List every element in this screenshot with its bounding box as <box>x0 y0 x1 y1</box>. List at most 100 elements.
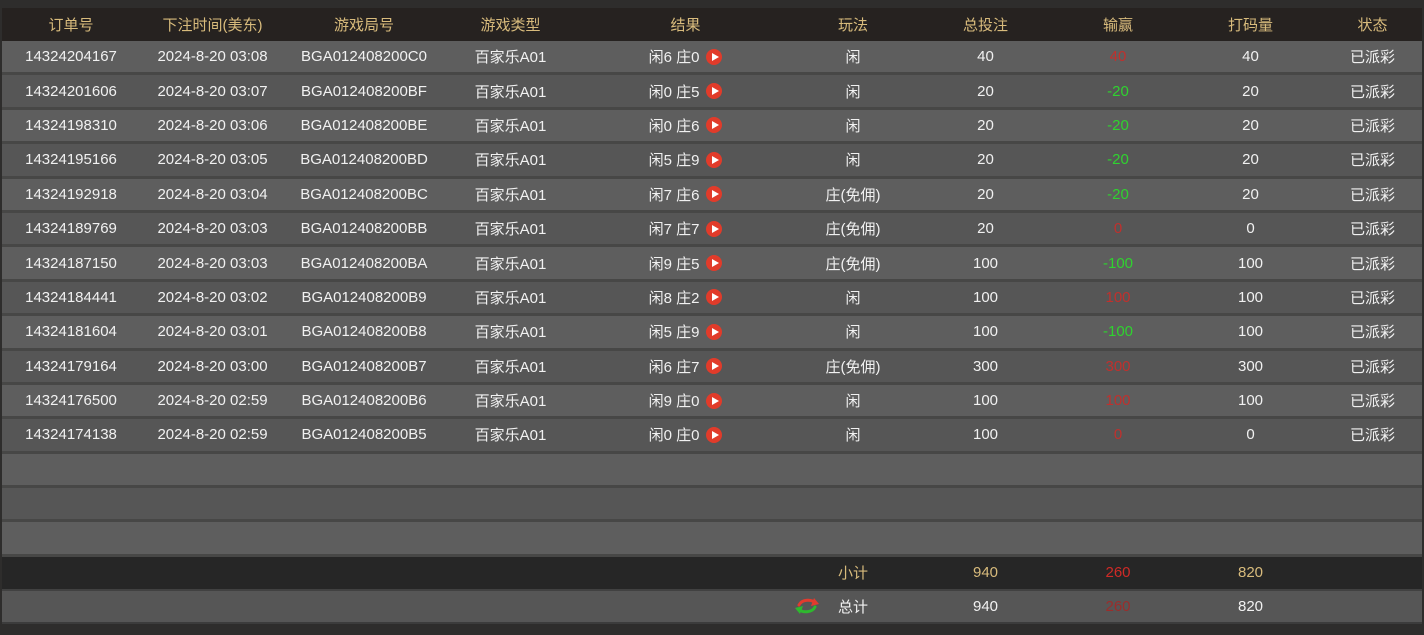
column-header-turnover: 打码量 <box>1227 17 1273 34</box>
play-icon[interactable] <box>706 255 723 272</box>
play-icon[interactable] <box>706 289 723 306</box>
total-bet-cell: 40 <box>977 48 994 66</box>
play-triangle <box>711 293 719 302</box>
table-row: 14324179164 2024-8-20 03:00 BGA012408200… <box>2 350 1422 385</box>
result-cell: 闲6 庄0 <box>578 46 793 67</box>
play-triangle <box>711 259 719 268</box>
turnover-cell: 0 <box>1246 220 1255 238</box>
play-type-cell: 庄(免佣) <box>825 255 881 273</box>
order-cell: 14324195166 <box>25 151 117 169</box>
round-cell: BGA012408200B8 <box>301 323 427 341</box>
play-icon[interactable] <box>706 48 723 65</box>
turnover-cell: 300 <box>1237 357 1264 375</box>
play-type-cell: 闲 <box>845 393 861 411</box>
win-loss-cell: -100 <box>1102 254 1134 272</box>
time-cell: 2024-8-20 03:04 <box>157 185 268 203</box>
game-type-cell: 百家乐A01 <box>474 324 547 342</box>
status-cell: 已派彩 <box>1349 186 1395 204</box>
round-cell: BGA012408200B5 <box>301 426 427 444</box>
game-type-cell: 百家乐A01 <box>474 393 547 411</box>
play-icon[interactable] <box>706 426 723 443</box>
result-cell: 闲5 庄9 <box>578 321 793 342</box>
empty-row <box>2 453 1422 489</box>
total-bet-cell: 100 <box>972 323 999 341</box>
play-icon[interactable] <box>706 117 723 134</box>
time-cell: 2024-8-20 03:02 <box>157 288 268 306</box>
table-row: 14324174138 2024-8-20 02:59 BGA012408200… <box>2 419 1422 454</box>
play-triangle <box>711 155 719 164</box>
game-type-cell: 百家乐A01 <box>474 358 547 376</box>
game-type-cell: 百家乐A01 <box>474 427 547 445</box>
total-win-loss: 260 <box>1105 597 1131 615</box>
total-bet-cell: 20 <box>977 116 994 134</box>
empty-row <box>2 488 1422 523</box>
turnover-cell: 100 <box>1237 323 1264 341</box>
result-text: 闲9 庄5 <box>648 255 700 273</box>
total-bet-cell: 20 <box>977 185 994 203</box>
game-type-cell: 百家乐A01 <box>474 289 547 307</box>
status-cell: 已派彩 <box>1349 289 1395 307</box>
result-text: 闲8 庄2 <box>648 289 700 307</box>
turnover-cell: 100 <box>1237 288 1264 306</box>
play-triangle <box>711 396 719 405</box>
result-cell: 闲8 庄2 <box>578 287 793 308</box>
win-loss-cell: 0 <box>1113 220 1123 238</box>
order-cell: 14324176500 <box>25 392 117 410</box>
order-cell: 14324204167 <box>25 48 117 66</box>
play-icon[interactable] <box>706 151 723 168</box>
play-icon[interactable] <box>706 323 723 340</box>
table-row: 14324204167 2024-8-20 03:08 BGA012408200… <box>2 41 1422 76</box>
play-triangle <box>711 327 719 336</box>
table-row: 14324195166 2024-8-20 03:05 BGA012408200… <box>2 144 1422 179</box>
subtotal-label: 小计 <box>837 565 868 583</box>
empty-row <box>2 522 1422 557</box>
table-body: 14324204167 2024-8-20 03:08 BGA012408200… <box>2 41 1422 557</box>
total-bet-cell: 20 <box>977 220 994 238</box>
play-type-cell: 闲 <box>845 289 861 307</box>
play-icon[interactable] <box>706 220 723 237</box>
play-type-cell: 庄(免佣) <box>825 186 881 204</box>
round-cell: BGA012408200B9 <box>301 288 427 306</box>
swap-arrows-icon[interactable] <box>795 597 819 616</box>
order-cell: 14324181604 <box>25 323 117 341</box>
turnover-cell: 20 <box>1242 116 1259 134</box>
round-cell: BGA012408200BC <box>300 185 428 203</box>
result-text: 闲7 庄6 <box>648 186 700 204</box>
play-type-cell: 闲 <box>845 117 861 135</box>
table-row: 14324176500 2024-8-20 02:59 BGA012408200… <box>2 384 1422 420</box>
subtotal-total-bet: 940 <box>972 564 999 582</box>
win-loss-cell: 100 <box>1105 288 1131 306</box>
column-header-play: 玩法 <box>837 17 868 34</box>
play-icon[interactable] <box>706 83 723 100</box>
result-cell: 闲0 庄5 <box>578 81 793 102</box>
result-text: 闲7 庄7 <box>648 221 700 239</box>
result-text: 闲0 庄6 <box>648 117 700 135</box>
time-cell: 2024-8-20 03:03 <box>157 220 268 238</box>
total-turnover: 820 <box>1237 597 1264 615</box>
subtotal-win-loss: 260 <box>1105 564 1131 582</box>
total-bet-cell: 100 <box>972 426 999 444</box>
table-row: 14324192918 2024-8-20 03:04 BGA012408200… <box>2 178 1422 213</box>
game-type-cell: 百家乐A01 <box>474 152 547 170</box>
total-row: 总计 940 260 820 <box>2 590 1422 624</box>
result-cell: 闲9 庄0 <box>578 390 793 411</box>
play-icon[interactable] <box>706 392 723 409</box>
game-type-cell: 百家乐A01 <box>474 221 547 239</box>
round-cell: BGA012408200BD <box>300 151 428 169</box>
order-cell: 14324179164 <box>25 357 117 375</box>
game-type-cell: 百家乐A01 <box>474 186 547 204</box>
status-cell: 已派彩 <box>1349 255 1395 273</box>
bet-records-table: 订单号 下注时间(美东) 游戏局号 游戏类型 结果 玩法 总投注 输赢 打码量 状态 143242… <box>2 8 1422 624</box>
time-cell: 2024-8-20 03:00 <box>157 357 268 375</box>
play-triangle <box>711 224 719 233</box>
column-header-status: 状态 <box>1357 17 1388 34</box>
time-cell: 2024-8-20 02:59 <box>157 426 268 444</box>
result-text: 闲5 庄9 <box>648 152 700 170</box>
win-loss-cell: -100 <box>1102 323 1134 341</box>
play-icon[interactable] <box>706 186 723 203</box>
play-triangle <box>711 362 719 371</box>
game-type-cell: 百家乐A01 <box>474 255 547 273</box>
play-icon[interactable] <box>706 358 723 375</box>
status-cell: 已派彩 <box>1349 83 1395 101</box>
result-cell: 闲5 庄9 <box>578 149 793 170</box>
